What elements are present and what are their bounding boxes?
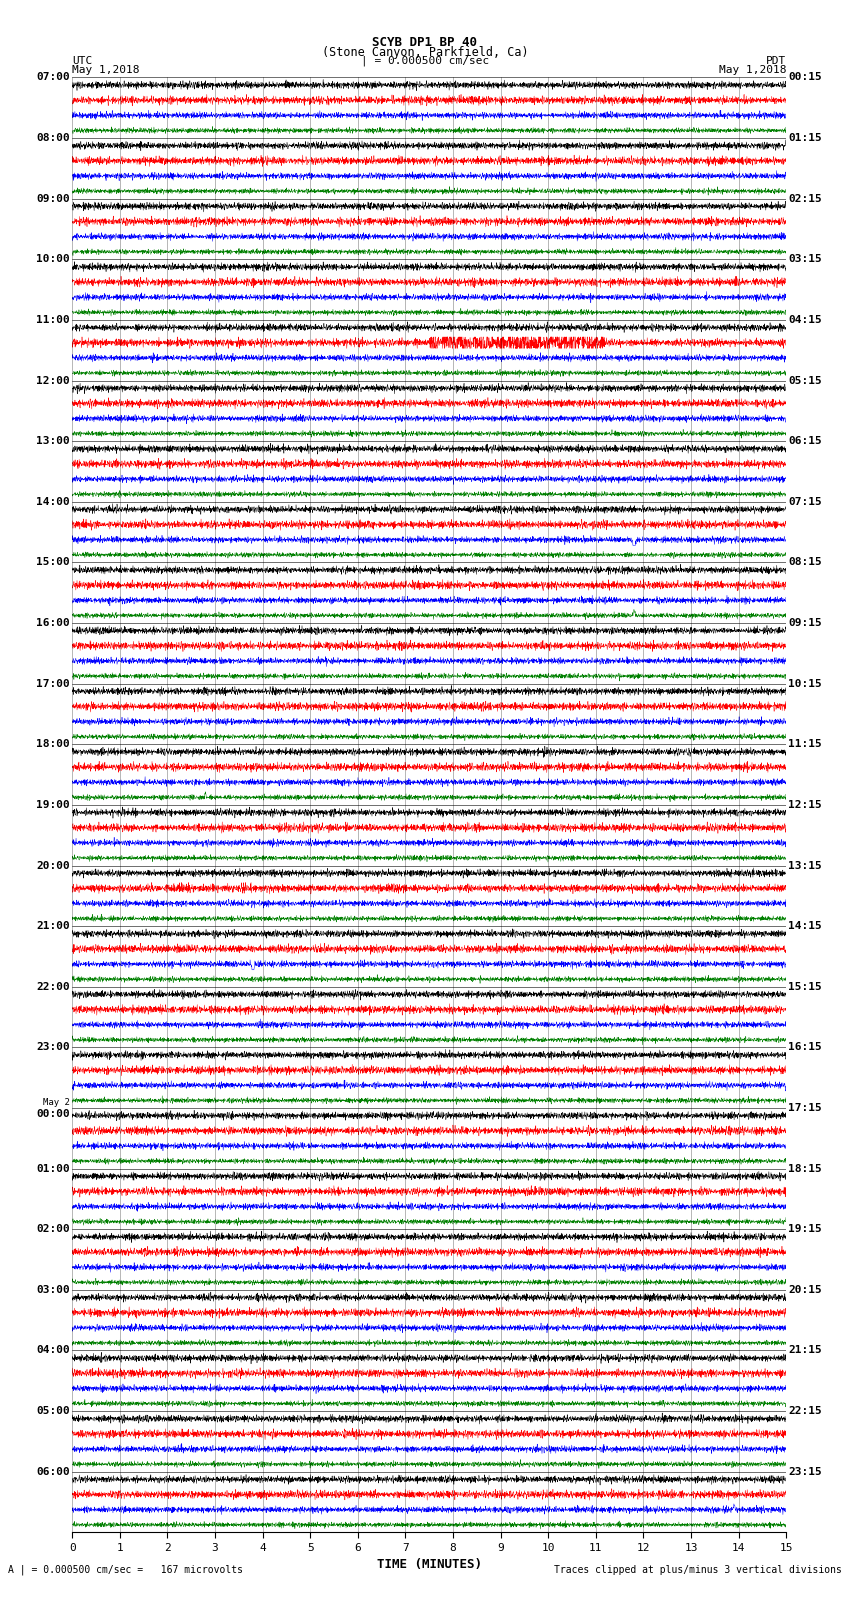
- Text: UTC: UTC: [72, 56, 93, 66]
- Text: A | = 0.000500 cm/sec =   167 microvolts: A | = 0.000500 cm/sec = 167 microvolts: [8, 1565, 243, 1576]
- Text: 15:00: 15:00: [37, 558, 70, 568]
- Text: 00:15: 00:15: [789, 73, 822, 82]
- Text: 14:15: 14:15: [789, 921, 822, 931]
- Text: 01:15: 01:15: [789, 132, 822, 144]
- Text: 22:15: 22:15: [789, 1407, 822, 1416]
- Text: (Stone Canyon, Parkfield, Ca): (Stone Canyon, Parkfield, Ca): [321, 45, 529, 60]
- Text: 08:15: 08:15: [789, 558, 822, 568]
- Text: 21:00: 21:00: [37, 921, 70, 931]
- Text: Traces clipped at plus/minus 3 vertical divisions: Traces clipped at plus/minus 3 vertical …: [553, 1565, 842, 1574]
- Text: May 1,2018: May 1,2018: [719, 65, 786, 76]
- Text: 13:00: 13:00: [37, 436, 70, 447]
- Text: 06:15: 06:15: [789, 436, 822, 447]
- Text: 14:00: 14:00: [37, 497, 70, 506]
- Text: 23:00: 23:00: [37, 1042, 70, 1052]
- Text: 18:00: 18:00: [37, 739, 70, 750]
- Text: 10:00: 10:00: [37, 255, 70, 265]
- Text: SCYB DP1 BP 40: SCYB DP1 BP 40: [372, 37, 478, 50]
- Text: 03:15: 03:15: [789, 255, 822, 265]
- X-axis label: TIME (MINUTES): TIME (MINUTES): [377, 1558, 482, 1571]
- Text: 10:15: 10:15: [789, 679, 822, 689]
- Text: 18:15: 18:15: [789, 1163, 822, 1174]
- Text: 20:15: 20:15: [789, 1286, 822, 1295]
- Text: 07:15: 07:15: [789, 497, 822, 506]
- Text: 04:15: 04:15: [789, 315, 822, 324]
- Text: 17:15: 17:15: [789, 1103, 822, 1113]
- Text: 19:15: 19:15: [789, 1224, 822, 1234]
- Text: 20:00: 20:00: [37, 860, 70, 871]
- Text: | = 0.000500 cm/sec: | = 0.000500 cm/sec: [361, 56, 489, 66]
- Text: 11:15: 11:15: [789, 739, 822, 750]
- Text: 09:00: 09:00: [37, 194, 70, 203]
- Text: 02:00: 02:00: [37, 1224, 70, 1234]
- Text: 02:15: 02:15: [789, 194, 822, 203]
- Text: 16:15: 16:15: [789, 1042, 822, 1052]
- Text: May 2: May 2: [43, 1097, 70, 1107]
- Text: 07:00: 07:00: [37, 73, 70, 82]
- Text: May 1,2018: May 1,2018: [72, 65, 139, 76]
- Text: 11:00: 11:00: [37, 315, 70, 324]
- Text: 15:15: 15:15: [789, 982, 822, 992]
- Text: 05:15: 05:15: [789, 376, 822, 386]
- Text: 03:00: 03:00: [37, 1286, 70, 1295]
- Text: 05:00: 05:00: [37, 1407, 70, 1416]
- Text: 04:00: 04:00: [37, 1345, 70, 1355]
- Text: 12:00: 12:00: [37, 376, 70, 386]
- Text: 01:00: 01:00: [37, 1163, 70, 1174]
- Text: 12:15: 12:15: [789, 800, 822, 810]
- Text: PDT: PDT: [766, 56, 786, 66]
- Text: 23:15: 23:15: [789, 1466, 822, 1478]
- Text: 16:00: 16:00: [37, 618, 70, 627]
- Text: 09:15: 09:15: [789, 618, 822, 627]
- Text: 21:15: 21:15: [789, 1345, 822, 1355]
- Text: 17:00: 17:00: [37, 679, 70, 689]
- Text: 19:00: 19:00: [37, 800, 70, 810]
- Text: 22:00: 22:00: [37, 982, 70, 992]
- Text: 06:00: 06:00: [37, 1466, 70, 1478]
- Text: 00:00: 00:00: [37, 1110, 70, 1119]
- Text: 08:00: 08:00: [37, 132, 70, 144]
- Text: 13:15: 13:15: [789, 860, 822, 871]
